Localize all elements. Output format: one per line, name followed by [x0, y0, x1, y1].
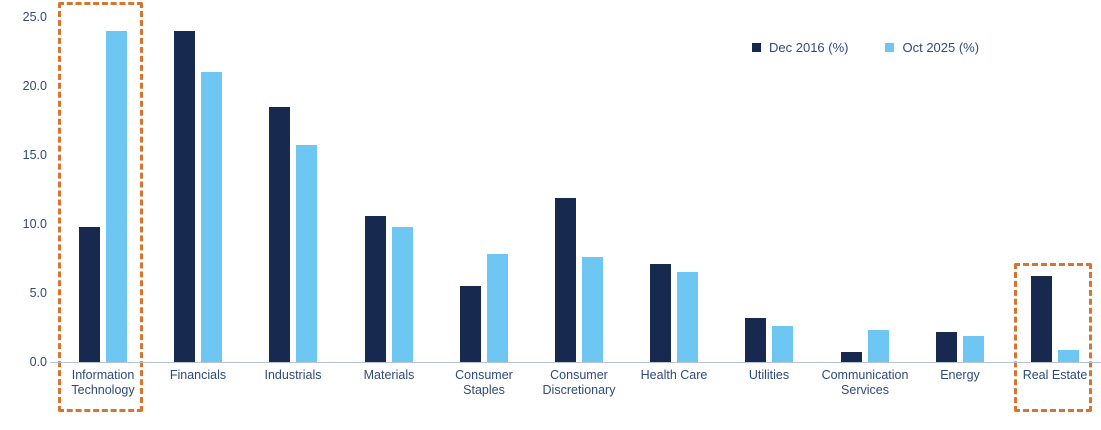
x-label-industrials: Industrials	[264, 368, 322, 382]
bar-oct-2025-real-estate	[1058, 350, 1079, 362]
x-label-consumer-discretionary: Consumer Discretionary	[542, 368, 616, 397]
x-axis-line	[50, 362, 1101, 363]
bar-dec-2016-energy	[936, 332, 957, 362]
y-tick-label-5-0: 5.0	[29, 286, 47, 300]
x-label-health-care: Health Care	[640, 368, 708, 382]
bar-oct-2025-consumer-discretionary	[582, 257, 603, 362]
y-tick-label-25-0: 25.0	[22, 10, 47, 24]
x-label-real-estate: Real Estate	[1022, 368, 1088, 382]
x-label-materials: Materials	[363, 368, 415, 382]
bar-dec-2016-materials	[365, 216, 386, 362]
bar-oct-2025-energy	[963, 336, 984, 362]
bar-dec-2016-financials	[174, 31, 195, 362]
bar-dec-2016-consumer-staples	[460, 286, 481, 362]
x-label-utilities: Utilities	[748, 368, 790, 382]
bar-oct-2025-consumer-staples	[487, 254, 508, 362]
bar-oct-2025-health-care	[677, 272, 698, 362]
bar-oct-2025-information-technology	[106, 31, 127, 362]
bar-dec-2016-consumer-discretionary	[555, 198, 576, 362]
bar-dec-2016-real-estate	[1031, 276, 1052, 362]
legend-label: Oct 2025 (%)	[902, 40, 980, 55]
y-tick-label-0-0: 0.0	[29, 355, 47, 369]
y-tick-label-10-0: 10.0	[22, 217, 47, 231]
x-label-communication-services: Communication Services	[821, 368, 909, 397]
legend-item-dec-2016: Dec 2016 (%)	[752, 40, 848, 55]
x-label-information-technology: Information Technology	[71, 368, 135, 397]
bar-dec-2016-health-care	[650, 264, 671, 362]
x-label-energy: Energy	[940, 368, 980, 382]
bar-oct-2025-communication-services	[868, 330, 889, 362]
bar-dec-2016-information-technology	[79, 227, 100, 362]
bar-oct-2025-materials	[392, 227, 413, 362]
bar-oct-2025-utilities	[772, 326, 793, 362]
legend-swatch-icon	[752, 43, 761, 52]
x-label-financials: Financials	[169, 368, 227, 382]
x-label-consumer-staples: Consumer Staples	[455, 368, 513, 397]
legend-swatch-icon	[885, 43, 895, 52]
legend: Dec 2016 (%) Oct 2025 (%)	[752, 40, 979, 55]
legend-label: Dec 2016 (%)	[769, 40, 849, 55]
bar-dec-2016-industrials	[269, 107, 290, 362]
highlight-box-real-estate	[1014, 263, 1092, 412]
y-tick-label-20-0: 20.0	[22, 79, 47, 93]
bar-oct-2025-financials	[201, 72, 222, 362]
highlight-box-information-technology	[58, 2, 143, 412]
legend-item-oct-2025: Oct 2025 (%)	[885, 40, 979, 55]
bar-oct-2025-industrials	[296, 145, 317, 362]
bar-dec-2016-communication-services	[841, 352, 862, 362]
y-tick-label-15-0: 15.0	[22, 148, 47, 162]
bar-dec-2016-utilities	[745, 318, 766, 362]
